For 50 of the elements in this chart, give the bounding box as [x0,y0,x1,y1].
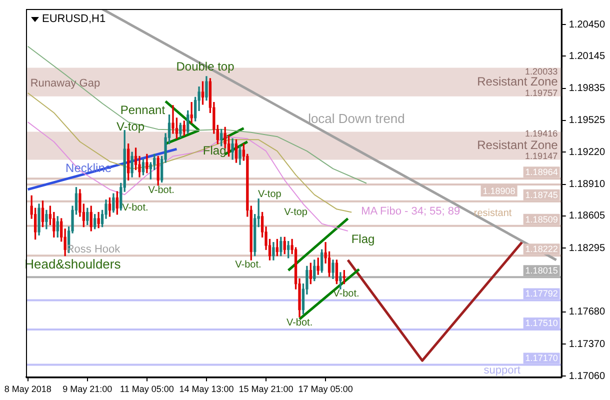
annotation: V-bot. [235,260,262,271]
annotation: V-top [116,120,145,134]
ref-line-label: 1.17510 [525,318,558,328]
y-tick-label: 1.17060 [568,370,606,382]
annotation: MA Fibo - 34; 55; 89 [361,206,460,218]
ref-line-label: 1.18908 [482,186,516,196]
annotation: 1.19147 [525,150,558,161]
annotation: V-top [284,207,308,218]
annotation: V-bot. [122,202,148,214]
annotation: V-bot. [333,288,360,300]
x-tick-label: 14 May 13:00 [179,384,234,394]
x-tick-label: 17 May 05:00 [298,384,353,394]
annotation: 1.19757 [525,88,558,98]
annotation: V-bot. [286,318,313,329]
annotation: resistant [474,208,512,220]
annotation: Double top [176,59,235,74]
y-tick-label: 1.18910 [568,179,606,190]
y-tick-label: 1.20145 [568,50,606,62]
ref-line-label: 1.18222 [525,244,558,254]
ref-line-label: 1.18964 [525,167,558,178]
annotation: 1.19416 [525,128,558,138]
band-label: Resistant Zone [477,138,558,152]
x-tick-label: 8 May 2018 [4,384,52,394]
x-tick-label: 11 May 05:00 [120,384,174,394]
y-tick-label: 1.19220 [568,146,606,158]
ref-line-label: 1.18509 [525,214,558,224]
y-tick-label: 1.19835 [568,83,606,94]
y-tick-label: 1.17370 [568,338,606,350]
annotation: Runaway Gap [30,78,100,90]
annotation: local Down trend [308,111,405,126]
x-tick-label: 15 May 21:00 [238,384,294,394]
annotation: 1.20033 [525,66,558,76]
annotation: V-top [258,188,282,200]
x-tick-label: 9 May 21:00 [62,384,112,394]
ref-line-label: 1.17170 [525,353,558,364]
annotation: support [484,364,520,376]
annotation: Pennant [120,103,166,118]
annotation: Flag [202,144,226,158]
ref-line-label: 1.17792 [525,288,558,299]
ref-line-label: 1.18745 [525,190,558,200]
chart-title: EURUSD,H1 [42,13,106,26]
band-label: Resistant Zone [477,74,558,88]
annotation: V-bot. [148,184,174,196]
annotation: Flag [351,232,375,246]
y-tick-label: 1.18605 [568,210,606,222]
y-tick-label: 1.17680 [568,306,606,318]
y-tick-label: 1.19525 [568,115,606,126]
ref-line-label: 1.18015 [525,266,558,276]
y-tick-label: 1.20450 [568,19,606,30]
y-tick-label: 1.18295 [568,242,606,254]
